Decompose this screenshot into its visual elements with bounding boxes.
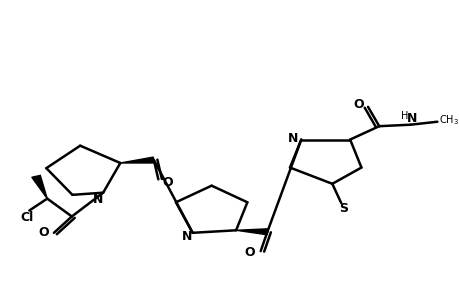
Polygon shape	[235, 229, 267, 235]
Text: N: N	[287, 132, 298, 145]
Text: S: S	[338, 202, 347, 215]
Text: O: O	[353, 98, 364, 111]
Text: N: N	[92, 193, 103, 206]
Text: N: N	[182, 230, 192, 243]
Text: Cl: Cl	[21, 212, 34, 224]
Polygon shape	[32, 176, 47, 199]
Polygon shape	[120, 157, 154, 163]
Text: CH$_3$: CH$_3$	[437, 113, 458, 127]
Text: O: O	[244, 246, 254, 259]
Text: O: O	[39, 226, 49, 239]
Text: N: N	[406, 112, 416, 125]
Text: O: O	[162, 176, 173, 189]
Text: H: H	[401, 111, 408, 121]
